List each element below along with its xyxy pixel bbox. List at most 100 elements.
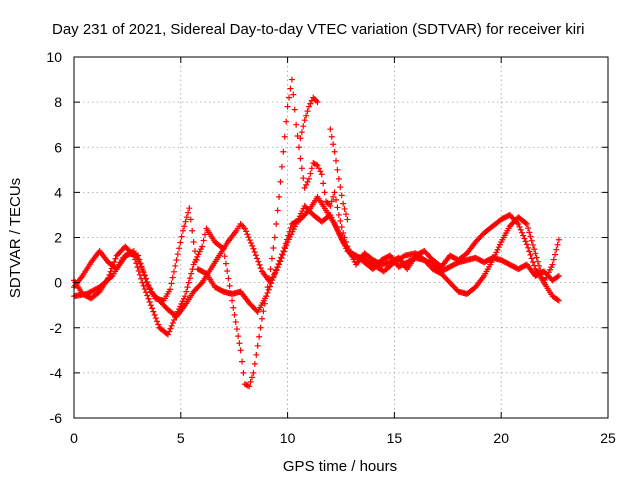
data-point-marker: [139, 279, 146, 286]
data-point-marker: [176, 245, 183, 252]
data-point-marker: [266, 275, 273, 282]
data-point-marker: [331, 189, 338, 196]
data-point-marker: [171, 317, 178, 324]
data-point-marker: [246, 383, 253, 390]
data-point-marker: [255, 258, 262, 265]
data-point-marker: [288, 76, 295, 83]
data-point-marker: [344, 216, 351, 223]
data-point-marker: [531, 262, 538, 269]
data-point-marker: [107, 268, 114, 275]
data-point-marker: [529, 258, 536, 265]
data-point-marker: [555, 272, 562, 279]
data-point-marker: [183, 214, 190, 221]
data-point-marker: [333, 196, 340, 203]
data-point-marker: [334, 204, 341, 211]
data-point-marker: [337, 217, 344, 224]
data-point-marker: [525, 225, 532, 232]
data-point-marker: [300, 175, 307, 182]
data-point-marker: [301, 117, 308, 124]
data-point-marker: [532, 250, 539, 257]
data-point-marker: [110, 262, 117, 269]
data-point-marker: [254, 342, 261, 349]
data-point-marker: [144, 292, 151, 299]
data-point-marker: [224, 268, 231, 275]
y-tick-label: -4: [50, 365, 63, 381]
data-point-marker: [321, 189, 328, 196]
data-point-marker: [328, 133, 335, 140]
data-point-marker: [274, 207, 281, 214]
data-point-marker: [283, 236, 290, 243]
data-point-marker: [258, 315, 265, 322]
data-point-marker: [525, 244, 532, 251]
data-point-marker: [136, 271, 143, 278]
data-point-marker: [338, 192, 345, 199]
data-point-marker: [268, 255, 275, 262]
data-point-marker: [186, 205, 193, 212]
data-point-marker: [229, 297, 236, 304]
data-point-marker: [304, 108, 311, 115]
data-point-marker: [278, 163, 285, 170]
data-point-marker: [304, 178, 311, 185]
series-trace-d: [297, 94, 321, 142]
data-point-marker: [276, 257, 283, 264]
x-tick-label: 25: [600, 430, 616, 446]
data-point-marker: [516, 223, 523, 230]
data-point-marker: [232, 318, 239, 325]
series-trace-c: [71, 76, 562, 390]
data-point-marker: [174, 251, 181, 258]
axis-ticks: 0 5 10 15 20 25 -6 -4 -2 0 2 4 6 8 10: [46, 49, 616, 446]
data-point-marker: [554, 273, 561, 280]
data-point-marker: [147, 302, 154, 309]
data-point-marker: [275, 260, 282, 267]
data-point-marker: [303, 181, 310, 188]
data-point-marker: [555, 236, 562, 243]
data-point-marker: [252, 252, 259, 259]
data-point-marker: [341, 234, 348, 241]
data-point-marker: [133, 260, 140, 267]
data-point-marker: [327, 202, 334, 209]
data-point-marker: [264, 289, 271, 296]
data-point-marker: [298, 165, 305, 172]
data-point-marker: [245, 234, 252, 241]
data-point-marker: [141, 272, 148, 279]
data-point-marker: [287, 85, 294, 92]
data-point-marker: [279, 251, 286, 258]
data-point-marker: [337, 184, 344, 191]
data-point-marker: [146, 298, 153, 305]
data-point-marker: [305, 175, 312, 182]
data-point-marker: [300, 123, 307, 130]
data-point-marker: [134, 264, 141, 271]
x-tick-label: 0: [70, 430, 78, 446]
x-axis-title: GPS time / hours: [283, 458, 397, 475]
data-point-marker: [177, 239, 184, 246]
x-tick-label: 10: [280, 430, 296, 446]
data-point-marker: [189, 227, 196, 234]
data-point-marker: [514, 219, 521, 226]
data-point-marker: [190, 239, 197, 246]
data-point-marker: [130, 252, 137, 259]
data-point-marker: [185, 279, 192, 286]
y-tick-label: 4: [54, 184, 62, 200]
data-point-marker: [169, 274, 176, 281]
data-point-marker: [554, 241, 561, 248]
data-point-marker: [260, 308, 267, 315]
data-point-marker: [251, 249, 258, 256]
y-tick-label: 2: [54, 230, 62, 246]
data-point-marker: [526, 248, 533, 255]
data-point-marker: [237, 347, 244, 354]
data-point-marker: [527, 251, 534, 258]
data-point-marker: [239, 358, 246, 365]
data-point-marker: [166, 328, 173, 335]
data-point-marker: [170, 268, 177, 275]
data-point-marker: [246, 237, 253, 244]
data-point-marker: [552, 251, 559, 258]
data-point-marker: [249, 242, 256, 249]
data-point-marker: [202, 231, 209, 238]
data-point-marker: [151, 311, 158, 318]
data-point-marker: [331, 148, 338, 155]
data-point-marker: [182, 218, 189, 225]
data-point-marker: [274, 264, 281, 271]
data-point-marker: [257, 265, 264, 272]
data-point-marker: [168, 280, 175, 287]
data-point-marker: [221, 253, 228, 260]
